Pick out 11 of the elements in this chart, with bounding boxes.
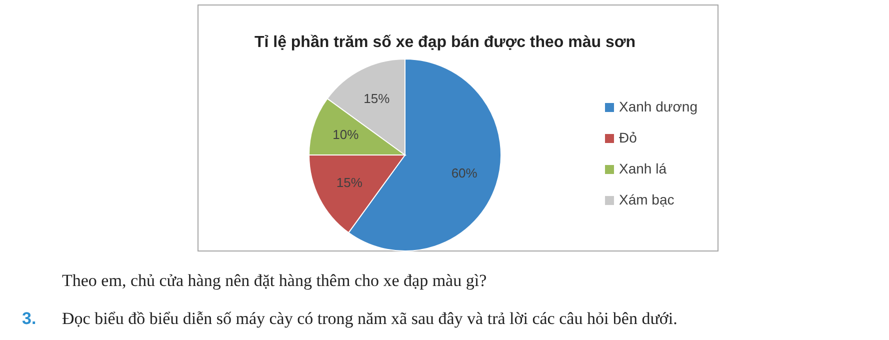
data-label: 10%	[332, 127, 360, 142]
data-label: 15%	[336, 174, 363, 190]
legend-label: Xám bạc	[619, 192, 674, 208]
data-label: 15%	[364, 90, 390, 106]
legend-label: Đỏ	[619, 130, 638, 146]
legend-label: Xanh dương	[619, 98, 698, 115]
legend-label: Xanh lá	[619, 160, 667, 177]
text: Theo em, chủ cửa hàng nên đặt hàng thêm cho xe đạp màu gì?	[62, 271, 487, 290]
text: 3. Đọc biểu đồ biểu diễn số máy cày có trong năm xã sau đây và trả lời các câu hỏi bên dưới.	[22, 309, 678, 328]
data-label: 60%	[451, 166, 478, 181]
chart-title: Tỉ lệ phần trăm số xe đạp bán được theo màu sơn	[254, 34, 636, 51]
